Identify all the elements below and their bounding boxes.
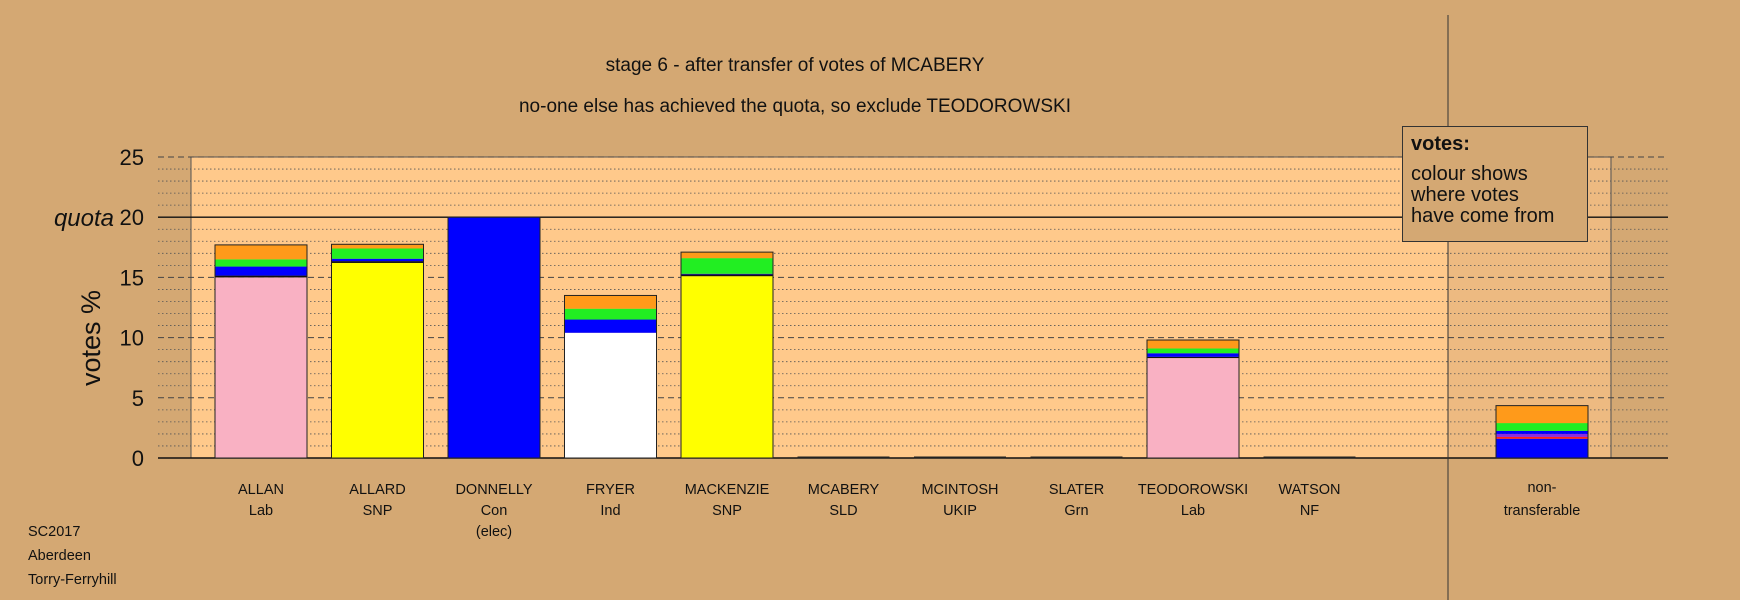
- bar-segment-green: [331, 248, 424, 259]
- candidate-name-label: WATSON: [1278, 482, 1340, 498]
- ward-name: Torry-Ferryhill: [28, 572, 117, 588]
- bar-segment-blue: [448, 217, 540, 458]
- candidate-name-label: ALLAN: [238, 482, 284, 498]
- bar-segment-pink: [215, 277, 307, 458]
- bar-segment-yellow: [681, 276, 773, 458]
- bar-segment-green: [215, 259, 307, 267]
- bar-segment-white: [564, 332, 657, 458]
- plot-area: [190, 156, 1612, 459]
- nontransferable-label: transferable: [1504, 503, 1581, 519]
- candidate-name-label: MCINTOSH: [921, 482, 998, 498]
- bar-segment-orange: [1147, 340, 1239, 349]
- legend-title: votes:: [1411, 133, 1470, 155]
- candidate-party-label: SNP: [363, 503, 393, 519]
- candidate-name-label: SLATER: [1049, 482, 1104, 498]
- bar-outline: [214, 244, 308, 459]
- bar-segment-blue: [331, 258, 424, 262]
- council-name: Aberdeen: [28, 548, 91, 564]
- candidate-name-label: MCABERY: [808, 482, 880, 498]
- legend-text: colour shows where votes have come from: [1411, 163, 1555, 227]
- legend: votes: colour shows where votes have com…: [1402, 126, 1588, 242]
- election-code: SC2017: [28, 524, 81, 540]
- bar-segment-blue: [1496, 430, 1588, 434]
- candidate-note-label: (elec): [476, 524, 512, 540]
- candidate-party-label: Lab: [1181, 503, 1205, 519]
- candidate-name-label: MACKENZIE: [685, 482, 770, 498]
- bar-outline: [1146, 339, 1240, 459]
- candidate-name-label: TEODOROWSKI: [1138, 482, 1248, 498]
- bar-segment-blue: [564, 319, 657, 333]
- bar-segment-orange: [681, 252, 773, 259]
- bar-segment-green: [1147, 348, 1239, 354]
- candidate-name-label: ALLARD: [349, 482, 405, 498]
- chart-title: stage 6 - after transfer of votes of MCA…: [606, 55, 985, 76]
- y-tick-label: 0: [132, 446, 144, 471]
- bar-segment-black: [681, 274, 773, 277]
- bar-segment-green: [681, 258, 773, 274]
- candidate-party-label: UKIP: [943, 503, 977, 519]
- bar-segment-pink: [1147, 358, 1239, 458]
- candidate-party-label: Ind: [600, 503, 620, 519]
- nontransferable-label: non-: [1527, 480, 1556, 496]
- bar-segment-yellow: [331, 262, 424, 458]
- bar-outline: [564, 294, 657, 459]
- bar-outline: [1495, 405, 1589, 459]
- bar-segment-green: [564, 308, 657, 320]
- bar-segment-blue: [215, 266, 307, 276]
- y-axis-label: votes %: [76, 290, 106, 386]
- y-tick-label: 25: [120, 145, 144, 170]
- chart-subtitle: no-one else has achieved the quota, so e…: [519, 96, 1071, 117]
- y-tick-label: 5: [132, 386, 144, 411]
- bar-segment-black: [1147, 356, 1239, 359]
- bar-segment-orange: [215, 244, 307, 260]
- bar-outline: [447, 216, 541, 459]
- y-tick-label: 20: [120, 205, 144, 230]
- candidate-party-label: SNP: [712, 503, 742, 519]
- candidate-party-label: Con: [481, 503, 508, 519]
- candidate-name-label: DONNELLY: [455, 482, 532, 498]
- candidate-name-label: FRYER: [586, 482, 635, 498]
- candidate-party-label: Grn: [1064, 503, 1088, 519]
- election-info: SC2017 Aberdeen Torry-Ferryhill: [28, 520, 117, 592]
- bar-segment-orange: [331, 244, 424, 249]
- bar-segment-blue: [1147, 353, 1239, 357]
- quota-label: quota: [54, 205, 114, 232]
- bar-segment-purple: [1496, 433, 1588, 437]
- bar-segment-orange: [1496, 405, 1588, 424]
- bar-segment-green: [1496, 423, 1588, 431]
- candidate-party-label: NF: [1300, 503, 1319, 519]
- bar-outline: [331, 243, 424, 459]
- bar-segment-black: [215, 275, 307, 278]
- bar-outline: [680, 251, 774, 459]
- y-tick-label: 10: [120, 326, 144, 351]
- bar-segment-red: [1496, 436, 1588, 439]
- bar-segment-blue: [1496, 438, 1588, 458]
- bar-segment-orange: [564, 295, 657, 309]
- y-tick-label: 15: [120, 265, 144, 290]
- bar-segment-blue: [681, 273, 773, 275]
- candidate-party-label: Lab: [249, 503, 273, 519]
- bar-segment-black: [331, 261, 424, 263]
- candidate-party-label: SLD: [829, 503, 857, 519]
